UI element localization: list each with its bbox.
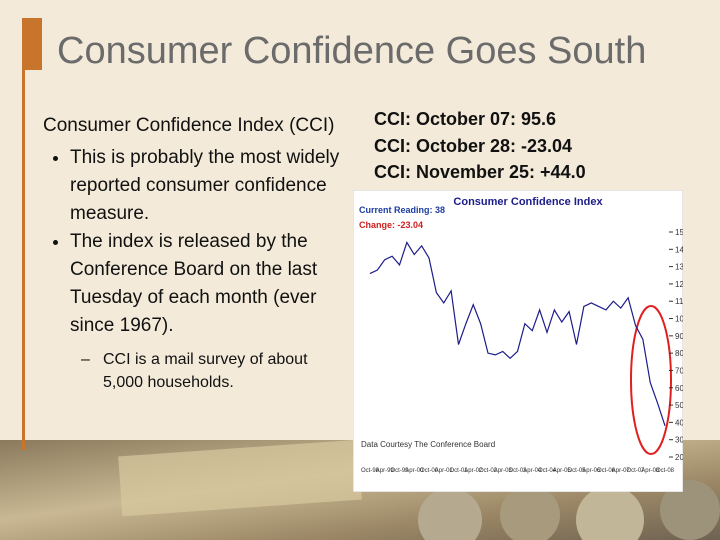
- x-tick-label: Apr-05: [553, 468, 572, 474]
- x-tick-label: Apr-03: [494, 468, 513, 474]
- coin: [418, 488, 482, 540]
- x-tick-label: Apr-99: [376, 468, 395, 474]
- y-tick-label: 130: [675, 263, 683, 272]
- x-tick-label: Apr-04: [523, 468, 542, 474]
- reading: CCI: October 07: 95.6: [374, 109, 557, 129]
- banknote: [118, 439, 362, 517]
- y-tick-label: 110: [675, 297, 683, 306]
- data-line: [369, 240, 666, 427]
- accent-bar: [22, 18, 42, 70]
- x-tick-label: Apr-07: [612, 468, 631, 474]
- x-tick-label: Oct-06: [597, 468, 616, 474]
- x-tick-label: Apr-00: [405, 468, 424, 474]
- x-tick-label: Oct-08: [656, 468, 675, 474]
- x-tick-label: Oct-04: [538, 468, 557, 474]
- chart-background: [353, 190, 683, 492]
- chart: Consumer Confidence Index Current Readin…: [353, 190, 683, 492]
- reading: CCI: November 25: +44.0: [374, 162, 586, 182]
- slide-title: Consumer Confidence Goes South: [57, 30, 647, 72]
- x-tick-label: Apr-08: [641, 468, 660, 474]
- y-tick-label: 40: [675, 418, 683, 427]
- coin: [660, 480, 720, 540]
- y-tick-label: 120: [675, 280, 683, 289]
- highlight-ellipse: [630, 305, 672, 455]
- readings: CCI: October 07: 95.6 CCI: October 28: -…: [374, 106, 586, 186]
- x-tick-label: Apr-02: [464, 468, 483, 474]
- coin: [576, 486, 644, 540]
- y-tick-label: 80: [675, 349, 683, 358]
- sub-bullet-list: CCI is a mail survey of about 5,000 hous…: [43, 348, 343, 394]
- reading: CCI: October 28: -23.04: [374, 135, 573, 156]
- x-tick-label: Oct-98: [361, 468, 380, 474]
- y-tick-label: 60: [675, 384, 683, 393]
- bullet: The index is released by the Conference …: [70, 228, 343, 340]
- chart-title: Consumer Confidence Index: [453, 196, 603, 208]
- y-tick-label: 100: [675, 315, 683, 324]
- x-tick-label: Apr-06: [582, 468, 601, 474]
- x-tick-label: Apr-01: [435, 468, 454, 474]
- bullet: This is probably the most widely reporte…: [70, 144, 343, 228]
- y-tick-label: 150: [675, 228, 683, 237]
- heading: Consumer Confidence Index (CCI): [43, 115, 335, 136]
- y-tick-label: 20: [675, 453, 683, 462]
- x-tick-label: Oct-00: [420, 468, 439, 474]
- y-tick-label: 50: [675, 401, 683, 410]
- source: Data Courtesy The Conference Board: [361, 440, 495, 449]
- accent-line: [22, 70, 25, 450]
- x-tick-label: Oct-99: [390, 468, 409, 474]
- y-tick-label: 140: [675, 245, 683, 254]
- x-tick-label: Oct-05: [567, 468, 586, 474]
- change: Change: -23.04: [359, 220, 423, 230]
- y-tick-label: 30: [675, 436, 683, 445]
- x-tick-label: Oct-03: [508, 468, 527, 474]
- x-tick-label: Oct-07: [626, 468, 645, 474]
- y-tick-label: 70: [675, 366, 683, 375]
- left-column: Consumer Confidence Index (CCI) This is …: [43, 112, 343, 394]
- x-tick-label: Oct-01: [449, 468, 468, 474]
- current-reading: Current Reading: 38: [359, 205, 445, 215]
- coin: [500, 485, 560, 540]
- x-tick-label: Oct-02: [479, 468, 498, 474]
- y-tick-label: 90: [675, 332, 683, 341]
- sub-bullet: CCI is a mail survey of about 5,000 hous…: [103, 348, 343, 394]
- bullet-list: This is probably the most widely reporte…: [43, 144, 343, 340]
